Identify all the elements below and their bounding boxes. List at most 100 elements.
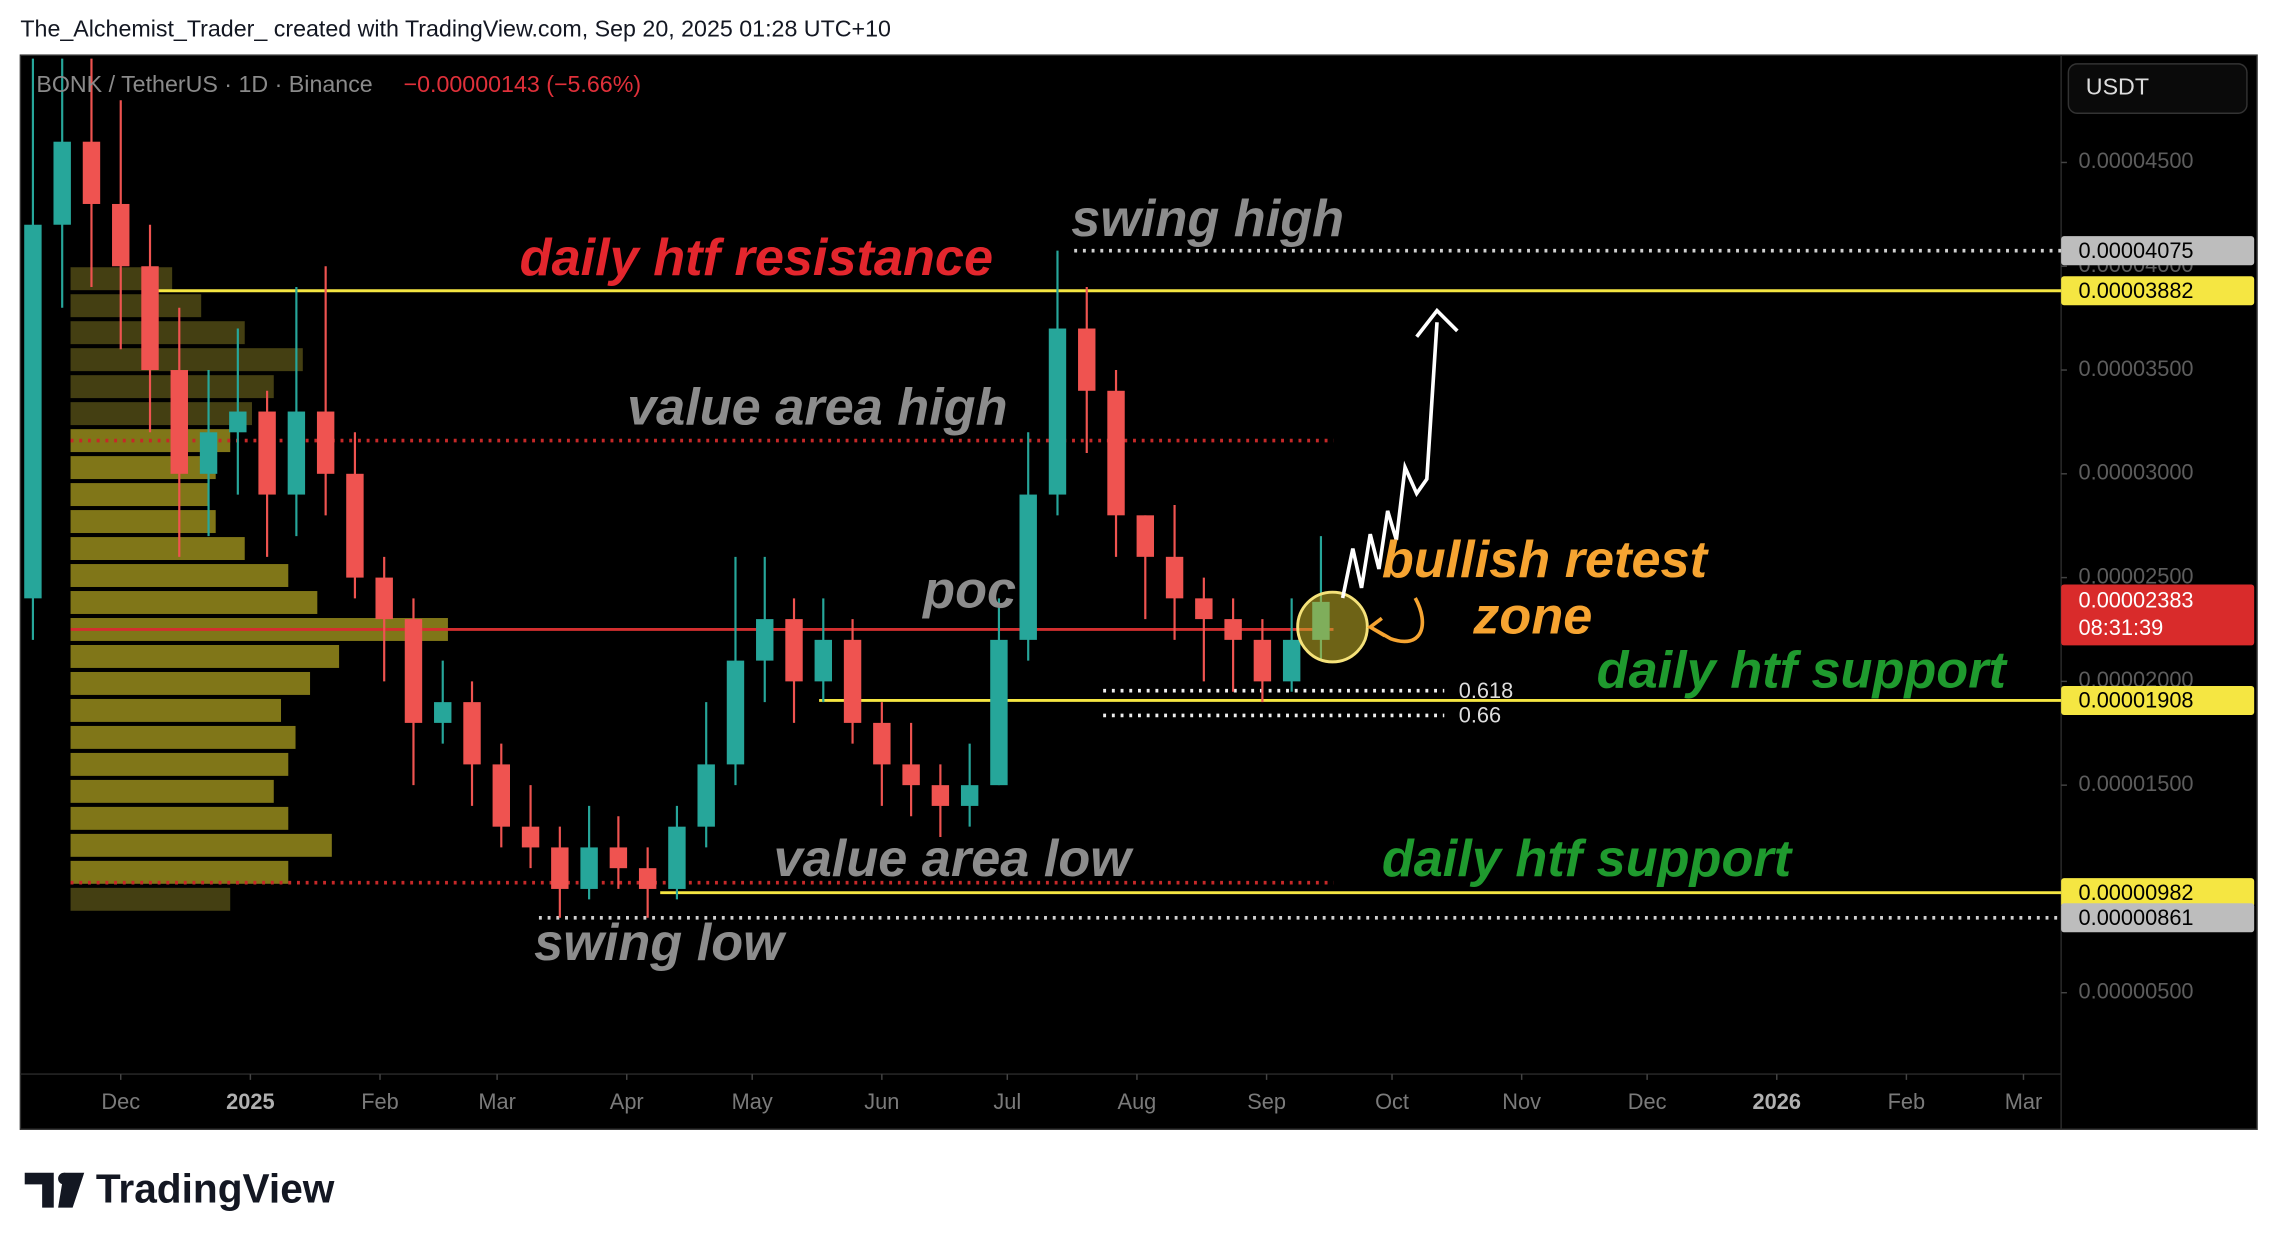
candle-body [141,266,159,371]
price-label: 0.00000982 [2079,880,2194,905]
volume-profile-bar [70,860,289,884]
candle-body [287,411,306,495]
logo-mark [24,1172,85,1208]
volume-profile-bar [70,510,216,534]
candle-body [258,411,276,495]
candle-body [1048,328,1067,495]
price-label: 0.00003882 [2079,278,2194,303]
candle-body [229,411,247,433]
volume-profile-bar [70,294,202,318]
candle-body [375,577,393,620]
annotation: daily htf support [1382,830,1794,888]
logo-text: TradingView [96,1165,335,1211]
x-tick-label: Sep [1247,1089,1286,1114]
candle-body [521,826,540,848]
price-label: 0.00001908 [2079,688,2194,713]
price-label-box [2061,236,2255,266]
price-label-box [2061,685,2255,715]
x-tick-label: May [732,1089,773,1114]
candle-body [1165,556,1184,599]
candle-body [434,702,452,723]
candle-body [726,660,745,765]
x-tick-label: Nov [1502,1089,1541,1114]
volume-profile-bar [70,698,282,722]
candle-body [404,619,423,723]
currency[interactable]: USDT [2086,74,2149,100]
volume-profile-bar [70,644,340,668]
y-tick-label: 0.00003000 [2079,460,2194,485]
candle-body [843,639,862,723]
candle-body [1224,619,1242,640]
volume-profile-bar [70,537,245,561]
price-label-box [2061,903,2255,933]
x-tick-label: Jun [864,1089,899,1114]
candle-body [551,847,569,889]
annotation: value area high [627,379,1007,437]
volume-profile-bar [70,806,289,830]
x-tick-label: Aug [1118,1089,1157,1114]
annotation: daily htf support [1597,641,2009,699]
x-tick-label: 2025 [226,1089,274,1114]
candle-body [1195,598,1213,620]
x-tick-label: Feb [361,1089,399,1114]
candle-body [199,432,218,474]
x-tick-label: Apr [610,1089,644,1114]
candle-body [1136,515,1155,557]
y-tick-label: 0.00001500 [2079,771,2194,796]
x-tick-label: Oct [1375,1089,1409,1114]
volume-profile-bar [70,564,289,587]
x-tick-label: Dec [1628,1089,1667,1114]
logo: TradingView [24,1165,335,1211]
candle-body [1078,328,1096,391]
current-price-label: 0.00002383 [2079,588,2194,613]
annotation: swing low [534,914,787,972]
fib-label: 0.66 [1459,703,1501,728]
volume-profile-bar [70,887,231,911]
candle-body [53,141,71,225]
candle-body [1019,494,1037,640]
x-tick-label: Jul [993,1089,1021,1114]
candle-body [1253,639,1272,682]
x-tick-label: Mar [2005,1089,2042,1114]
logo-dot [58,1172,70,1185]
annotation: daily htf resistance [520,229,993,287]
chart-frame [19,54,2258,1130]
candle-body [873,722,891,765]
projection-arrow [1340,322,1439,599]
candle-body [316,411,335,474]
annotation: zone [1472,588,1592,646]
candle-body [960,785,979,806]
x-tick-label: Feb [1888,1089,1926,1114]
fib-label: 0.618 [1459,678,1513,703]
candle-body [580,847,598,889]
candle-body [609,847,628,869]
price-label: 0.00004075 [2079,238,2194,263]
candle-body [1107,390,1125,516]
y-tick-label: 0.00004500 [2079,148,2194,173]
annotation: swing high [1071,190,1344,248]
x-tick-label: 2026 [1753,1089,1801,1114]
symbol: BONK / TetherUS · 1D · Binance [36,71,372,97]
price-label: 0.00000861 [2079,905,2194,930]
y-tick-label: 0.00000500 [2079,978,2194,1003]
volume-profile-bar [70,402,252,426]
annotation: poc [921,561,1016,619]
current-price-box [2061,584,2255,646]
price-label-box [2061,276,2255,306]
volume-profile-bar [70,671,311,695]
x-tick-label: Dec [101,1089,140,1114]
currency-button[interactable] [2067,63,2248,114]
change: −0.00000143 (−5.66%) [404,71,642,97]
arrow-head [1415,307,1459,338]
candle-body [1282,639,1301,682]
volume-profile-bar [70,779,274,803]
y-tick-label: 0.00003500 [2079,356,2194,381]
candle-body [463,702,481,765]
candle-body [82,141,101,204]
candle-body [638,868,657,889]
volume-profile-bar [70,591,318,614]
volume-profile-bar [70,483,209,507]
candle-body [346,473,364,578]
annotation: value area low [774,830,1135,888]
